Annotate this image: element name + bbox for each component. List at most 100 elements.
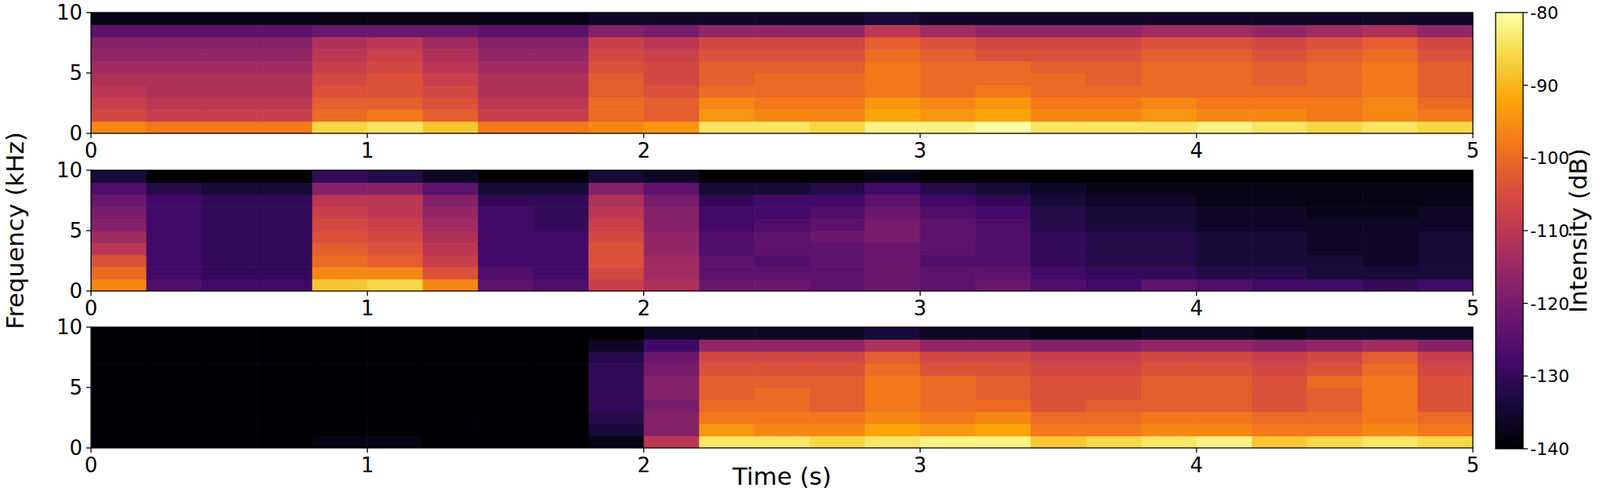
cell bbox=[367, 338, 423, 352]
cell bbox=[91, 423, 147, 437]
cell bbox=[1362, 194, 1418, 208]
cell bbox=[1307, 24, 1364, 37]
cell bbox=[975, 61, 1032, 74]
cell bbox=[1251, 61, 1308, 74]
cell bbox=[588, 12, 645, 26]
cell bbox=[1251, 230, 1308, 244]
cell bbox=[1140, 230, 1197, 244]
cell bbox=[91, 363, 147, 376]
cell bbox=[699, 84, 755, 98]
cell bbox=[920, 399, 977, 412]
cell bbox=[864, 194, 921, 208]
cell bbox=[1251, 182, 1308, 195]
cell bbox=[1251, 48, 1308, 62]
cell bbox=[1030, 121, 1087, 134]
cell bbox=[975, 84, 1032, 98]
cell bbox=[367, 194, 423, 208]
cell bbox=[588, 351, 645, 365]
cell bbox=[754, 423, 810, 437]
cell bbox=[1307, 255, 1364, 268]
cell bbox=[1251, 436, 1308, 449]
cell bbox=[367, 387, 423, 401]
y-tick-label: 0 bbox=[69, 121, 83, 146]
cell bbox=[1030, 12, 1087, 26]
cell bbox=[312, 338, 369, 352]
cell bbox=[477, 279, 534, 292]
cell bbox=[477, 182, 534, 195]
cell bbox=[699, 170, 755, 183]
cell bbox=[754, 206, 810, 219]
cell bbox=[201, 218, 258, 232]
cell bbox=[643, 327, 700, 340]
cell bbox=[809, 436, 866, 449]
cell bbox=[145, 12, 202, 26]
cell bbox=[864, 121, 921, 134]
cell bbox=[1307, 36, 1364, 50]
cell bbox=[1251, 387, 1308, 401]
cell bbox=[533, 266, 590, 280]
cell bbox=[1086, 242, 1142, 256]
cell bbox=[477, 218, 534, 232]
cell bbox=[809, 399, 866, 412]
cell bbox=[91, 279, 147, 292]
cell bbox=[312, 48, 369, 62]
cell bbox=[91, 12, 147, 26]
colorbar-label: Intensity (dB) bbox=[1563, 148, 1593, 314]
cell bbox=[643, 266, 700, 280]
cell bbox=[367, 363, 423, 376]
cell bbox=[256, 97, 313, 110]
cell bbox=[1307, 72, 1364, 86]
cell bbox=[256, 12, 313, 26]
cell bbox=[1362, 338, 1418, 352]
cell bbox=[422, 375, 479, 389]
cell bbox=[312, 121, 369, 134]
y-tick-label: 0 bbox=[69, 436, 83, 460]
cell bbox=[1196, 61, 1253, 74]
cell bbox=[975, 338, 1032, 352]
cell bbox=[1307, 387, 1364, 401]
cell bbox=[754, 279, 810, 292]
cell bbox=[1196, 338, 1253, 352]
cell bbox=[864, 72, 921, 86]
cell bbox=[1086, 363, 1142, 376]
cell bbox=[920, 363, 977, 376]
x-tick-label: 2 bbox=[637, 296, 651, 321]
cell bbox=[1196, 375, 1253, 389]
cell bbox=[754, 170, 810, 183]
cell bbox=[422, 230, 479, 244]
cell bbox=[477, 194, 534, 208]
cell bbox=[145, 436, 202, 449]
y-tick bbox=[86, 132, 92, 134]
x-axis-label: Time (s) bbox=[731, 462, 831, 491]
y-tick bbox=[86, 447, 92, 449]
cell bbox=[201, 109, 258, 122]
cell bbox=[422, 84, 479, 98]
cell bbox=[975, 194, 1032, 208]
cell bbox=[1196, 436, 1253, 449]
cell bbox=[1417, 255, 1473, 268]
x-tick-label: 2 bbox=[637, 138, 651, 163]
cell bbox=[145, 375, 202, 389]
cell bbox=[864, 363, 921, 376]
x-tick bbox=[90, 448, 92, 453]
cell bbox=[809, 363, 866, 376]
cell bbox=[1140, 121, 1197, 134]
cell bbox=[1086, 109, 1142, 122]
cell bbox=[477, 363, 534, 376]
cell bbox=[975, 375, 1032, 389]
x-tick-label: 4 bbox=[1190, 138, 1204, 163]
cell bbox=[201, 351, 258, 365]
colorbar bbox=[1495, 12, 1524, 449]
cell bbox=[533, 182, 590, 195]
cell bbox=[145, 218, 202, 232]
cell bbox=[920, 182, 977, 195]
cell bbox=[1307, 182, 1364, 195]
cell bbox=[864, 170, 921, 183]
cell bbox=[1251, 351, 1308, 365]
cell bbox=[975, 121, 1032, 134]
cell bbox=[1030, 363, 1087, 376]
cell bbox=[920, 24, 977, 37]
cell bbox=[643, 411, 700, 425]
cell bbox=[1086, 170, 1142, 183]
cell bbox=[754, 72, 810, 86]
